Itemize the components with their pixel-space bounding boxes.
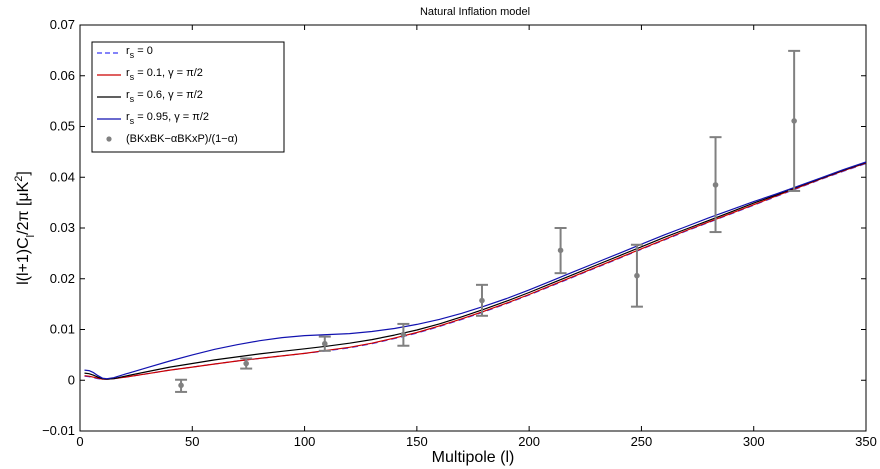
chart-title: Natural Inflation model (420, 6, 530, 18)
legend-swatch-points (106, 136, 112, 142)
y-tick-label: 0.01 (50, 322, 75, 337)
y-tick-label: 0.05 (50, 119, 75, 134)
legend-label-2: rs = 0.6, γ = π/2 (126, 89, 203, 104)
y-tick-label: 0.02 (50, 271, 75, 286)
x-tick-label: 0 (76, 434, 83, 449)
data-point (243, 360, 249, 367)
data-point-group (318, 335, 331, 352)
data-point-group (630, 243, 643, 308)
y-tick-label: 0 (68, 372, 75, 387)
x-tick-label: 200 (518, 434, 540, 449)
y-tick-label: −0.01 (42, 423, 75, 438)
x-tick-label: 50 (185, 434, 199, 449)
y-tick-label: 0.07 (50, 17, 75, 32)
data-point-group (240, 357, 253, 370)
data-point (557, 247, 564, 254)
legend-label-3: rs = 0.95, γ = π/2 (126, 111, 209, 126)
y-axis-title: l(l+1)Cl/2π [μK2] (13, 171, 37, 285)
x-axis: 0 50 100 150 200 250 300 350 (76, 25, 877, 449)
data-point-group (788, 49, 801, 192)
y-tick-label: 0.03 (50, 220, 75, 235)
data-point-group (475, 283, 488, 317)
data-point (321, 340, 328, 347)
data-point-group (175, 378, 188, 393)
y-tick-label: 0.06 (50, 68, 75, 83)
y-tick-label: 0.04 (50, 169, 75, 184)
errorbar-layer (175, 49, 801, 393)
legend-label-points: (BKxBK−αBKxP)/(1−α) (126, 133, 238, 145)
x-tick-label: 350 (855, 434, 877, 449)
data-point (178, 382, 184, 389)
data-point (791, 118, 797, 124)
data-point-group (709, 136, 722, 234)
legend: rs = 0 rs = 0.1, γ = π/2 rs = 0.6, γ = π/2… (91, 41, 285, 153)
data-point (400, 331, 407, 338)
legend-label-1: rs = 0.1, γ = π/2 (126, 67, 203, 82)
x-tick-label: 250 (631, 434, 653, 449)
y-axis: −0.01 0 0.01 0.02 0.03 0.04 0.05 0.06 0.07 (42, 17, 866, 438)
data-point-group (397, 322, 410, 347)
data-point (712, 182, 719, 188)
x-tick-label: 100 (294, 434, 316, 449)
legend-box (91, 41, 285, 153)
data-point-group (554, 227, 567, 275)
legend-label-0: rs = 0 (126, 45, 153, 60)
data-point (634, 272, 640, 279)
x-tick-label: 300 (743, 434, 765, 449)
x-axis-title: Multipole (l) (432, 449, 515, 466)
x-tick-label: 150 (406, 434, 428, 449)
data-point (479, 297, 485, 304)
